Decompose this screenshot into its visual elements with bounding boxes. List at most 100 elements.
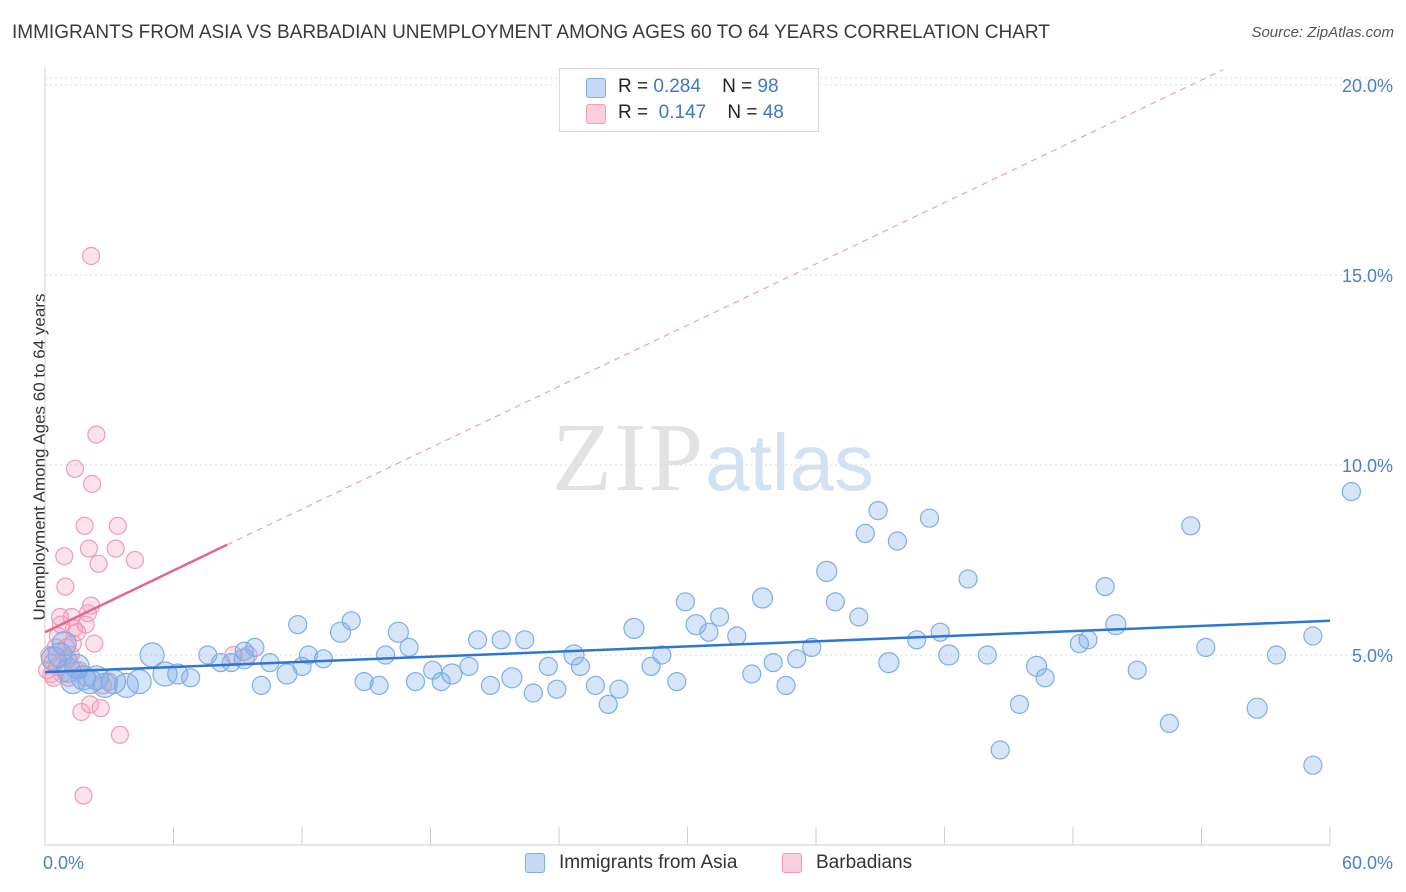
x-tick-label: 0.0%: [43, 853, 84, 873]
asia-point: [787, 649, 807, 669]
asia-point: [763, 652, 783, 673]
asia-point: [405, 671, 426, 692]
asia-point: [126, 668, 152, 695]
asia-point: [825, 592, 845, 612]
asia-point: [816, 560, 838, 583]
asia-point: [699, 622, 719, 642]
barbadian-point: [76, 615, 95, 634]
y-tick-label: 10.0%: [1342, 456, 1393, 476]
barbadian-point: [106, 539, 125, 558]
asia-point: [609, 679, 629, 699]
asia-n-value: 98: [757, 76, 779, 97]
watermark-atlas: atlas: [705, 418, 874, 507]
asia-point: [547, 679, 567, 699]
asia-trend-line: [44, 619, 1331, 674]
asia-point: [938, 644, 960, 666]
asia-point: [515, 630, 535, 650]
asia-legend-swatch: [525, 853, 545, 873]
asia-legend-label: Immigrants from Asia: [559, 852, 738, 873]
asia-point: [685, 613, 707, 636]
asia-point: [341, 611, 361, 631]
asia-point: [1009, 694, 1030, 715]
asia-point: [387, 621, 409, 643]
asia-point: [907, 630, 927, 650]
asia-r-label: R =: [618, 76, 649, 97]
asia-point: [849, 607, 869, 627]
asia-point: [742, 664, 762, 684]
asia-point: [751, 587, 774, 609]
barbadian-point: [65, 459, 85, 478]
asia-point: [459, 656, 479, 677]
asia-point: [245, 637, 265, 658]
asia-point: [480, 675, 501, 696]
barbadian-point: [81, 246, 101, 266]
asia-point: [855, 523, 875, 544]
asia-point: [598, 694, 618, 715]
asia-point: [369, 675, 389, 696]
asia-point: [313, 649, 334, 669]
barbadian-legend-text: R = 0.147 N = 48: [618, 102, 784, 124]
barbadian-point: [89, 554, 108, 573]
asia-point: [1095, 576, 1115, 597]
barbadian-point: [80, 695, 100, 714]
asia-point: [1246, 697, 1268, 719]
asia-point: [523, 683, 543, 703]
asia-point: [1181, 516, 1201, 536]
asia-point: [990, 740, 1010, 760]
asia-point: [727, 626, 747, 646]
barbadian-point: [85, 634, 104, 653]
barbadian-point: [74, 786, 93, 805]
asia-point: [710, 607, 730, 627]
asia-point: [375, 645, 396, 665]
chart-source: Source: ZipAtlas.com: [1251, 24, 1394, 41]
asia-point: [167, 663, 189, 685]
barbadian-point: [79, 539, 99, 558]
asia-point: [1303, 755, 1323, 775]
barbadian-point: [87, 425, 106, 444]
barbadian-point: [108, 516, 127, 535]
series-legend: Immigrants from Asia Barbadians: [0, 850, 1406, 880]
asia-point: [431, 671, 451, 692]
asia-point: [468, 630, 488, 650]
barbadian-legend-label: Barbadians: [816, 852, 913, 873]
asia-point: [1303, 626, 1323, 646]
asia-point: [221, 652, 241, 673]
barbadian-n-label: N =: [727, 102, 758, 123]
asia-point: [585, 675, 606, 696]
asia-point: [181, 668, 201, 688]
asia-point: [251, 675, 271, 696]
axis-layer: [44, 68, 1331, 846]
barbadian-trend-extension: [226, 69, 1224, 546]
asia-point: [399, 637, 419, 658]
asia-point: [288, 614, 308, 635]
barbadian-n-value: 48: [762, 102, 784, 123]
asia-point: [211, 652, 231, 673]
asia-point: [1196, 637, 1216, 658]
asia-point: [623, 617, 645, 640]
asia-point: [1159, 713, 1179, 734]
trend-layer: [44, 69, 1331, 674]
x-tick-label: 60.0%: [1342, 853, 1393, 873]
chart-title: IMMIGRANTS FROM ASIA VS BARBADIAN UNEMPL…: [12, 22, 1050, 43]
barbadian-point: [91, 699, 110, 718]
barbadian-point: [44, 668, 63, 687]
barbadian-point: [110, 725, 130, 744]
asia-point: [51, 630, 77, 657]
asia-points: [40, 482, 1362, 775]
barbadian-point: [83, 474, 102, 494]
barbadian-point: [125, 550, 145, 570]
barbadian-trend-line: [44, 543, 228, 634]
asia-legend-text: R = 0.284 N = 98: [618, 76, 779, 98]
asia-point: [1266, 645, 1287, 665]
asia-point: [868, 501, 888, 521]
asia-point: [1035, 668, 1055, 688]
asia-point: [1078, 630, 1098, 650]
asia-point: [234, 641, 254, 661]
asia-r-value: 0.284: [653, 76, 701, 97]
barbadian-point: [55, 547, 74, 566]
barbadian-swatch: [586, 104, 606, 124]
asia-point: [441, 663, 463, 685]
y-tick-label: 20.0%: [1342, 76, 1393, 96]
asia-point: [491, 630, 511, 650]
